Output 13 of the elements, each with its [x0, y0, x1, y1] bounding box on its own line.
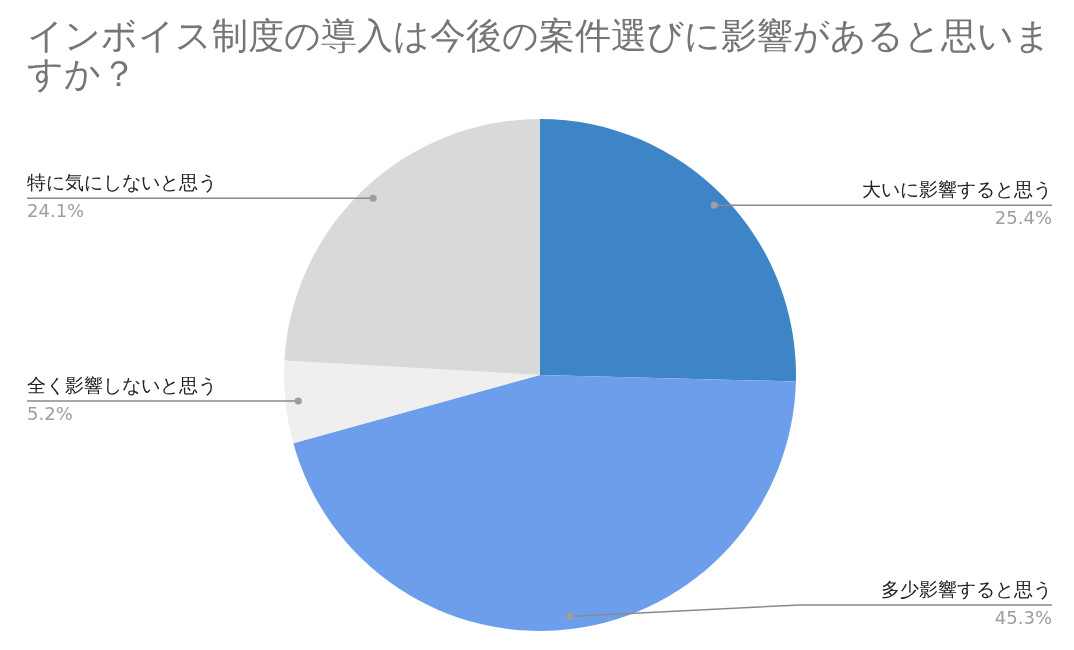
slice-label: 大いに影響すると思う [862, 178, 1052, 201]
pie-slice [284, 360, 540, 444]
data-label: 25.4% [994, 207, 1052, 229]
slice-label: 全く影響しないと思う [27, 373, 217, 396]
pie-slice [284, 119, 540, 375]
slice-label: 多少影響すると思う [881, 578, 1052, 600]
pie-slice [293, 375, 796, 631]
data-label: 45.3% [994, 607, 1052, 628]
pie-slice [540, 119, 796, 382]
slice-label: 特に気にしないと思う [27, 171, 217, 194]
data-label: 5.2% [27, 402, 73, 424]
chart-title: インボイス制度の導入は今後の案件選びに影響があると思いますか？ [27, 15, 1051, 94]
data-label: 24.1% [27, 200, 85, 222]
